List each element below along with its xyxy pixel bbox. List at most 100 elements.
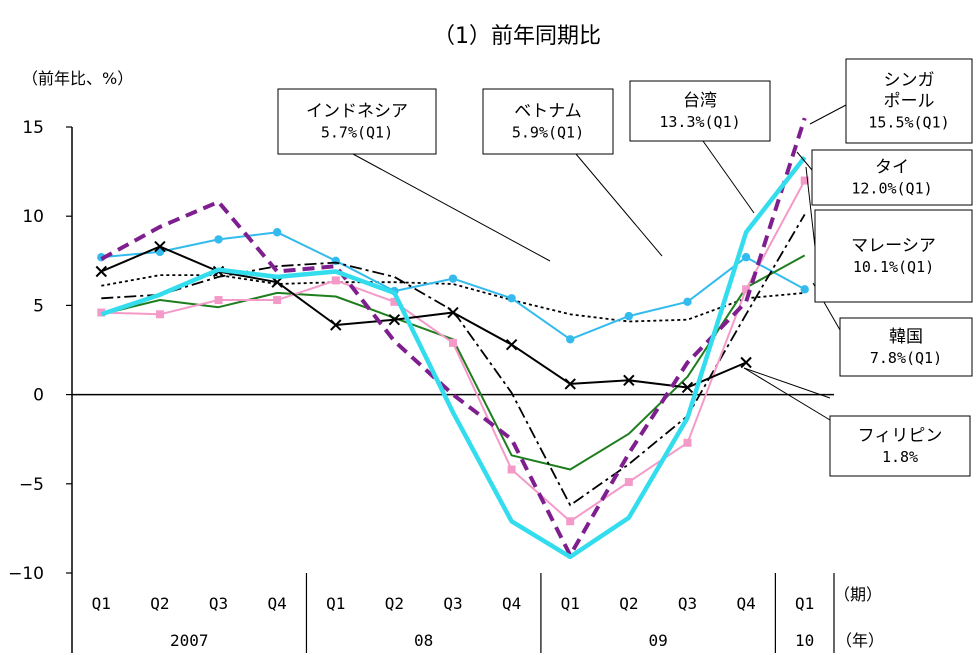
data-point <box>331 276 340 285</box>
callout-box <box>277 88 437 155</box>
data-point <box>800 285 809 294</box>
y-tick-label: −5 <box>19 475 44 495</box>
leader-line <box>796 151 813 171</box>
data-point <box>624 311 634 321</box>
callout-box <box>845 58 973 144</box>
callout-value: 1.8% <box>882 448 918 466</box>
chart-title: （1）前年同期比 <box>433 24 601 49</box>
callout-name: シンガ <box>884 71 935 91</box>
y-axis-label: （前年比、%） <box>22 69 133 88</box>
callouts: インドネシア 5.7%(Q1) ベトナム 5.9%(Q1) 台湾 13.3%(Q1) シンガ… <box>277 58 973 477</box>
data-point <box>624 478 633 487</box>
data-point <box>95 265 108 278</box>
x-tick-label: Q2 <box>385 594 404 613</box>
leader-line <box>575 153 663 257</box>
callout-name: フィリピン <box>858 426 943 446</box>
callout-value: 13.3%(Q1) <box>659 113 740 131</box>
callout-leaders <box>352 104 847 421</box>
series-line-philippines <box>100 245 747 389</box>
data-point <box>683 438 692 447</box>
x-tick-label: Q3 <box>443 594 462 613</box>
callout-box <box>829 415 971 477</box>
leader-line <box>809 104 847 125</box>
callout-taiwan: 台湾 13.3%(Q1) <box>629 80 771 142</box>
callout-name: ポール <box>884 92 935 112</box>
data-point <box>155 310 164 319</box>
leader-line <box>743 367 831 399</box>
series-thailand <box>97 176 809 526</box>
data-point <box>154 240 166 253</box>
data-point <box>564 378 576 390</box>
series-line-vietnam <box>101 231 806 341</box>
year-label: 08 <box>414 631 433 650</box>
x-tick-label: Q1 <box>92 594 111 613</box>
x-tick-label: Q2 <box>619 594 638 613</box>
x-tick-label: Q2 <box>150 594 169 613</box>
x-tick-label: Q3 <box>209 594 228 613</box>
callout-value: 7.8%(Q1) <box>870 349 942 367</box>
y-ticks: 15 10 5 0 −5 −10 <box>8 118 72 584</box>
x-period-unit: （期） <box>834 585 882 604</box>
series-line-singapore <box>100 117 807 558</box>
data-point <box>214 296 223 305</box>
leader-line <box>805 166 816 248</box>
data-point <box>330 319 342 331</box>
x-ticks: Q1 Q2 Q3 Q4 Q1 Q2 Q3 Q4 Q1 Q2 Q3 Q4 Q1 2007 08 09 10 <box>92 594 815 650</box>
x-tick-label: Q1 <box>561 594 580 613</box>
data-point <box>566 335 575 344</box>
series-philippines <box>95 240 752 394</box>
series-korea <box>101 254 806 471</box>
x-year-unit: （年） <box>836 631 884 650</box>
series-singapore <box>100 117 807 558</box>
data-point <box>390 297 399 306</box>
data-point <box>800 176 809 185</box>
callout-korea: 韓国 7.8%(Q1) <box>839 317 973 377</box>
data-point <box>740 356 752 369</box>
data-point <box>741 253 751 262</box>
callout-value: 5.9%(Q1) <box>512 124 584 142</box>
data-point <box>448 274 458 283</box>
series-lines <box>95 117 809 560</box>
callout-value: 5.7%(Q1) <box>321 124 393 142</box>
leader-line <box>702 140 755 214</box>
callout-box <box>629 80 771 142</box>
x-tick-label: Q4 <box>502 594 521 613</box>
callout-value: 12.0%(Q1) <box>851 180 932 198</box>
callout-name: 韓国 <box>889 327 923 347</box>
axes <box>71 127 835 653</box>
callout-name: 台湾 <box>683 91 717 111</box>
data-point <box>623 374 635 387</box>
leader-line <box>743 367 831 421</box>
callout-box <box>482 88 614 155</box>
data-point <box>214 235 223 244</box>
callout-philippines: フィリピン 1.8% <box>829 415 971 477</box>
callout-name: マレーシア <box>851 236 936 256</box>
callout-name: ベトナム <box>514 102 582 122</box>
callout-name: タイ <box>875 158 909 178</box>
y-tick-label: −10 <box>8 564 44 584</box>
callout-malaysia: マレーシア 10.1%(Q1) <box>814 209 973 303</box>
data-point <box>507 294 516 303</box>
series-vietnam <box>97 228 809 344</box>
callout-indonesia: インドネシア 5.7%(Q1) <box>277 88 437 155</box>
year-label: 10 <box>795 631 814 650</box>
callout-value: 15.5%(Q1) <box>868 114 949 132</box>
data-point <box>566 517 575 526</box>
callout-name: インドネシア <box>306 102 408 122</box>
x-tick-label: Q1 <box>326 594 345 613</box>
callout-value: 10.1%(Q1) <box>853 258 934 276</box>
data-point <box>272 228 282 237</box>
data-point <box>505 338 518 351</box>
leader-line <box>352 153 551 262</box>
series-line-korea <box>101 254 806 471</box>
y-tick-label: 0 <box>33 386 44 406</box>
series-line-taiwan <box>100 155 807 560</box>
data-point <box>681 381 694 394</box>
data-point <box>683 297 692 307</box>
x-tick-label: Q4 <box>268 594 287 613</box>
callout-box <box>814 209 973 303</box>
year-label: 09 <box>649 631 668 650</box>
y-tick-label: 15 <box>22 118 44 138</box>
